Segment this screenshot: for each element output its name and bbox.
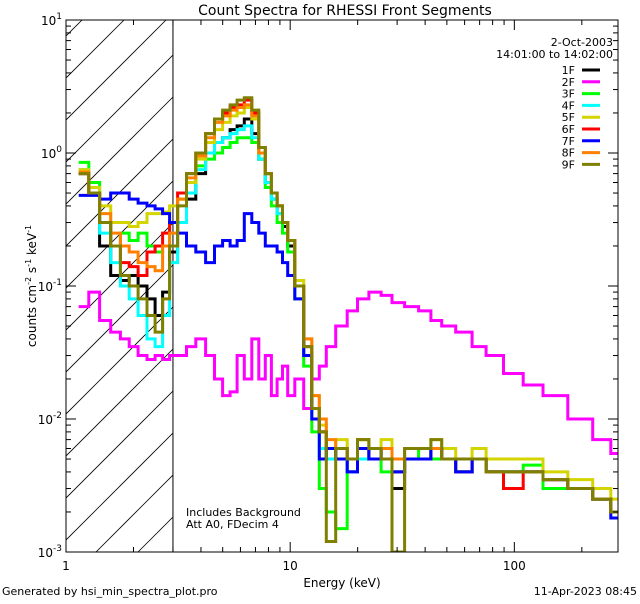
x-tick-label: 1 (62, 559, 70, 573)
y-tick-label: 10-3 (38, 544, 62, 560)
annotation-background: Includes Background (186, 506, 301, 519)
hatch-line (66, 20, 251, 205)
x-tick-label: 10 (283, 559, 298, 573)
legend-label-5F: 5F (562, 111, 575, 124)
legend-label-8F: 8F (562, 147, 575, 160)
legend-label-4F: 4F (562, 99, 575, 112)
legend-label-3F: 3F (562, 88, 575, 101)
series-2F (78, 290, 618, 455)
hatch-line (0, 12, 6, 552)
series-7F (78, 191, 618, 520)
legend-label-9F: 9F (562, 158, 575, 171)
hatch-line (66, 20, 167, 121)
footer-timestamp: 11-Apr-2023 08:45 (534, 585, 637, 598)
legend-time-range: 14:01:00 to 14:02:00 (496, 48, 613, 61)
y-tick-label: 100 (41, 145, 62, 161)
series-9F (78, 96, 618, 552)
y-tick-label: 101 (41, 12, 62, 28)
y-axis-label: counts cm-2 s-1 keV-1 (24, 225, 39, 347)
legend-label-7F: 7F (562, 135, 575, 148)
legend-label-1F: 1F (562, 64, 575, 77)
footer-generated-by: Generated by hsi_min_spectra_plot.pro (2, 585, 218, 598)
y-tick-label: 10-2 (38, 411, 62, 427)
y-tick-label: 10-1 (38, 278, 62, 294)
annotation-attenuator: Att A0, FDecim 4 (186, 518, 279, 531)
chart-title: Count Spectra for RHESSI Front Segments (198, 3, 492, 19)
x-axis-label: Energy (keV) (303, 576, 380, 590)
legend-label-6F: 6F (562, 123, 575, 136)
hatch-line (66, 20, 209, 163)
legend-label-2F: 2F (562, 76, 575, 89)
x-tick-label: 100 (503, 559, 526, 573)
legend-date: 2-Oct-2003 (551, 36, 613, 49)
